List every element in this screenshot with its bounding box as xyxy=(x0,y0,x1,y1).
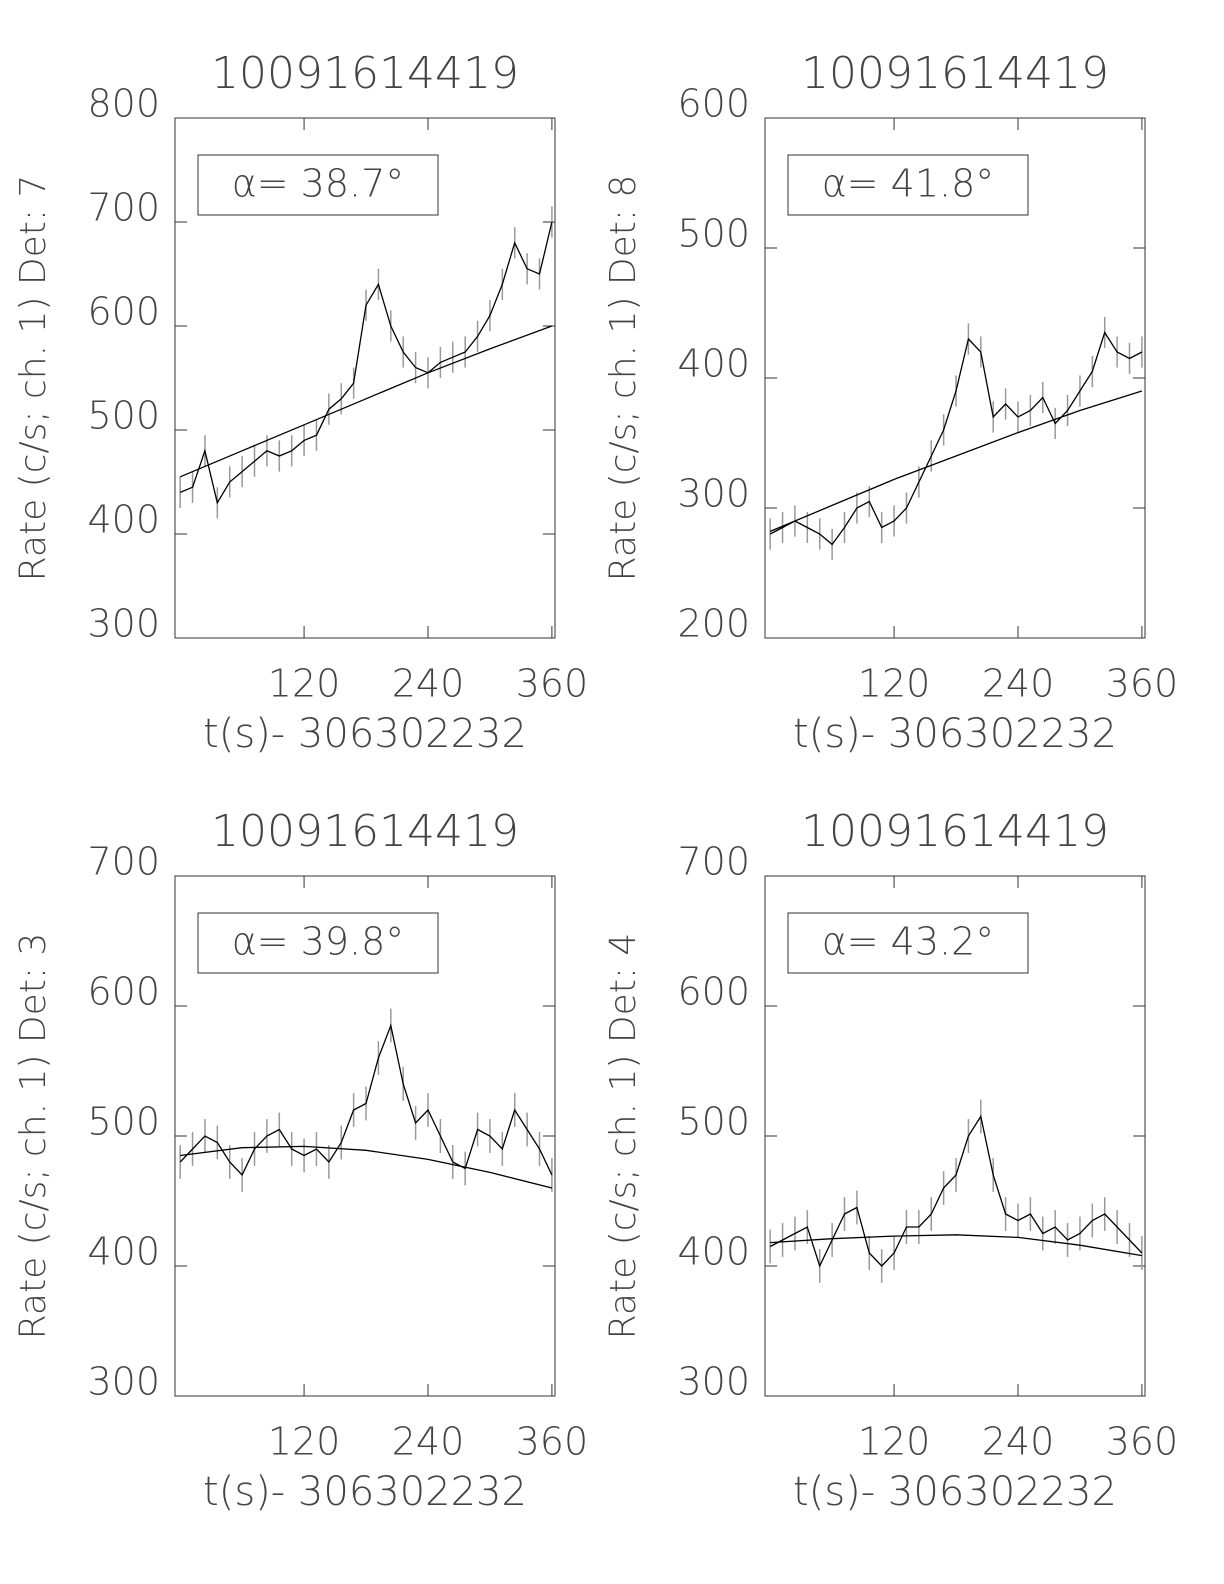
y-tick-label: 600 xyxy=(677,970,750,1014)
y-tick-label: 400 xyxy=(677,1230,750,1274)
y-tick-label: 400 xyxy=(87,498,160,542)
x-tick-label: 240 xyxy=(392,662,465,706)
chart-title: 10091614419 xyxy=(801,48,1109,99)
x-axis-label: t(s)- 306302232 xyxy=(793,711,1117,757)
x-tick-label: 120 xyxy=(858,1420,931,1464)
annotation-box xyxy=(197,154,439,216)
x-tick-label: 240 xyxy=(392,1420,465,1464)
y-tick-label: 300 xyxy=(87,1360,160,1404)
annotation-box xyxy=(787,912,1029,974)
y-tick-label: 800 xyxy=(87,82,160,126)
y-tick-label: 300 xyxy=(677,1360,750,1404)
y-tick-label: 500 xyxy=(87,394,160,438)
x-tick-label: 120 xyxy=(858,662,931,706)
y-axis-label: Rate (c/s; ch. 1) Det: 4 xyxy=(603,933,644,1340)
x-axis-label: t(s)- 306302232 xyxy=(793,1469,1117,1515)
annotation-box xyxy=(197,912,439,974)
chart-title: 10091614419 xyxy=(211,48,519,99)
annotation-box xyxy=(787,154,1029,216)
annotation: α= 43.2° xyxy=(822,920,995,964)
annotation: α= 41.8° xyxy=(822,162,995,206)
y-tick-label: 300 xyxy=(87,602,160,646)
x-axis-label: t(s)- 306302232 xyxy=(203,1469,527,1515)
chart-title: 10091614419 xyxy=(211,806,519,857)
fit-line xyxy=(769,390,1143,532)
x-axis-label: t(s)- 306302232 xyxy=(203,711,527,757)
y-tick-label: 700 xyxy=(87,840,160,884)
y-tick-label: 700 xyxy=(677,840,750,884)
annotation: α= 38.7° xyxy=(232,162,405,206)
annotation: α= 39.8° xyxy=(232,920,405,964)
y-tick-label: 400 xyxy=(87,1230,160,1274)
fit-line xyxy=(179,325,553,478)
y-axis-label: Rate (c/s; ch. 1) Det: 8 xyxy=(603,175,644,582)
y-tick-label: 500 xyxy=(677,212,750,256)
x-tick-label: 360 xyxy=(1106,1420,1179,1464)
chart-title: 10091614419 xyxy=(801,806,1109,857)
x-tick-label: 360 xyxy=(516,1420,589,1464)
data-line xyxy=(769,330,1143,546)
data-line xyxy=(769,1114,1143,1268)
y-tick-label: 400 xyxy=(677,342,750,386)
y-tick-label: 500 xyxy=(87,1100,160,1144)
x-tick-label: 240 xyxy=(982,662,1055,706)
y-axis-label: Rate (c/s; ch. 1) Det: 3 xyxy=(13,933,54,1340)
data-line xyxy=(179,221,553,505)
y-tick-label: 600 xyxy=(87,290,160,334)
fit-line xyxy=(770,1234,1143,1257)
data-line xyxy=(179,1023,553,1177)
x-tick-label: 240 xyxy=(982,1420,1055,1464)
x-tick-label: 360 xyxy=(1106,662,1179,706)
x-tick-label: 120 xyxy=(268,1420,341,1464)
y-tick-label: 700 xyxy=(87,186,160,230)
y-tick-label: 300 xyxy=(677,472,750,516)
x-tick-label: 360 xyxy=(516,662,589,706)
y-tick-label: 600 xyxy=(87,970,160,1014)
y-axis-label: Rate (c/s; ch. 1) Det: 7 xyxy=(13,175,54,582)
y-tick-label: 500 xyxy=(677,1100,750,1144)
x-tick-label: 120 xyxy=(268,662,341,706)
plot-frame xyxy=(174,117,556,639)
y-tick-label: 200 xyxy=(677,602,750,646)
y-tick-label: 600 xyxy=(677,82,750,126)
fit-line xyxy=(180,1145,553,1189)
